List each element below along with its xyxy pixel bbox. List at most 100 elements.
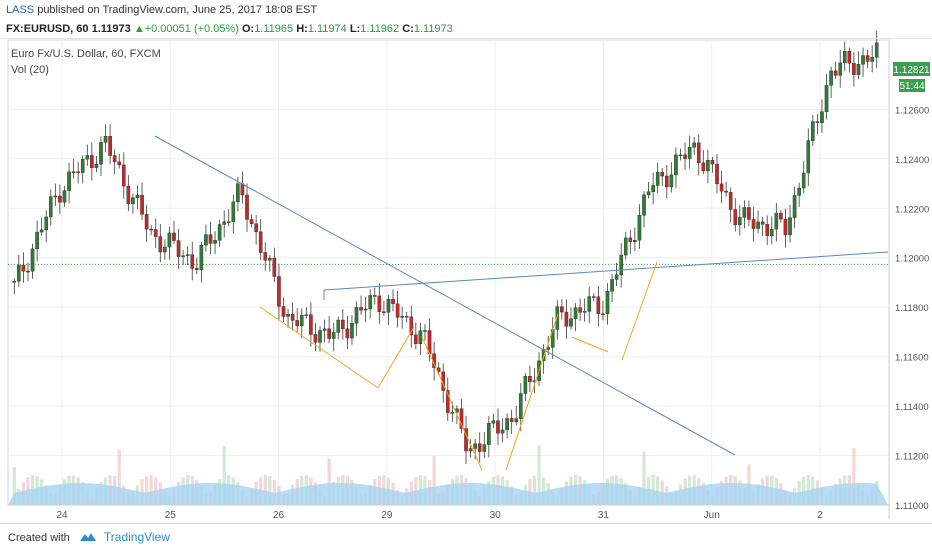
volume-ma-area <box>8 483 888 505</box>
candle-body <box>414 334 418 344</box>
candle-body <box>30 248 35 272</box>
candle-body <box>190 254 195 269</box>
volume-bar <box>642 451 646 505</box>
candle-body <box>870 57 874 62</box>
y-tick-label: 1.11400 <box>895 402 929 413</box>
candle-body <box>573 307 578 319</box>
candle-body <box>39 229 44 233</box>
pattern-leg <box>571 336 609 353</box>
candle-body <box>450 412 455 414</box>
pattern-leg <box>505 313 559 471</box>
symbol-label[interactable]: FX:EURUSD, 60 <box>6 23 89 35</box>
candle-body <box>131 197 135 204</box>
volume-bar <box>268 475 272 505</box>
volume-bar <box>802 476 806 505</box>
candle-body <box>277 276 281 307</box>
candle-body <box>806 140 811 174</box>
ohlc-bar: FX:EURUSD, 60 1.11973 ▲+0.00051 (+0.05%)… <box>0 19 932 39</box>
candle-body <box>861 55 865 65</box>
low-label: L: <box>349 23 361 35</box>
pattern-leg <box>421 336 483 471</box>
candle-body <box>464 428 468 452</box>
candle-body <box>774 212 779 230</box>
volume-bar <box>432 456 436 505</box>
candle-body <box>523 375 528 394</box>
candle-body <box>760 221 765 225</box>
candle-body <box>222 221 226 225</box>
candle-body <box>514 418 519 422</box>
instrument-title[interactable]: Euro Fx/U.S. Dollar, 60, FXCM <box>11 48 161 60</box>
last-price: 1.11973 <box>91 23 131 35</box>
x-tick-label: 24 <box>56 510 68 521</box>
candle-body <box>423 330 427 332</box>
candle-body <box>327 328 331 339</box>
candle-body <box>122 164 126 187</box>
candle-body <box>354 307 359 324</box>
candle-body <box>368 295 373 310</box>
chart-grid <box>7 39 890 506</box>
candle-body <box>404 315 409 318</box>
author-link[interactable]: LASS <box>6 4 35 16</box>
candle-body <box>651 185 655 192</box>
candle-body <box>852 62 856 75</box>
volume-bar <box>537 445 541 505</box>
candle-body <box>350 323 354 339</box>
candle-body <box>240 183 245 196</box>
x-tick-label: 26 <box>273 510 285 521</box>
candle-body <box>318 330 322 343</box>
candle-body <box>12 281 17 283</box>
price-axis: 1.12600 1.12400 1.12200 1.12000 1.11800 1.116… <box>888 40 929 519</box>
created-with-label: Created with <box>8 532 70 544</box>
candle-body <box>601 313 605 315</box>
publish-info: published on TradingView.com, June 25, 2… <box>34 4 318 16</box>
candle-body <box>309 314 313 335</box>
candle-body <box>163 246 167 253</box>
candle-body <box>683 154 687 159</box>
candle-body <box>765 223 769 237</box>
candle-body <box>35 231 39 250</box>
candle-body <box>865 55 870 62</box>
volume-bar <box>852 448 856 505</box>
candle-body <box>687 147 692 159</box>
pattern-leg <box>621 261 658 361</box>
candle-body <box>382 311 386 313</box>
candle-body <box>468 448 473 452</box>
candle-body <box>769 228 774 237</box>
candle-body <box>747 207 751 220</box>
volume-indicator-label[interactable]: Vol (20) <box>11 64 49 76</box>
candle-body <box>487 423 491 445</box>
candle-body <box>518 393 523 419</box>
candle-body <box>665 175 669 188</box>
candle-body <box>140 195 144 215</box>
candle-body <box>528 375 532 383</box>
y-tick-label: 1.11800 <box>895 303 929 314</box>
volume-bar <box>327 458 331 505</box>
candle-body <box>67 171 71 191</box>
candle-body <box>505 418 509 431</box>
timer-badge <box>899 79 925 92</box>
candle-body <box>99 142 103 165</box>
candle-body <box>231 201 236 222</box>
candle-body <box>176 240 181 257</box>
open-label: O: <box>241 23 255 35</box>
y-tick-label: 1.12600 <box>895 105 929 116</box>
candle-body <box>856 64 861 75</box>
high-value: 1.11974 <box>307 23 347 35</box>
volume-bar <box>263 475 267 505</box>
candle-body <box>742 207 747 218</box>
candle-body <box>701 162 706 172</box>
candle-body <box>660 171 665 177</box>
candle-body <box>149 228 153 231</box>
price-badge <box>893 62 930 76</box>
candle-body <box>824 85 829 112</box>
candle-body <box>792 195 797 218</box>
candle-body <box>614 274 619 280</box>
y-tick-label: 1.12200 <box>895 204 929 215</box>
volume-bar <box>272 479 276 505</box>
candle-body <box>842 50 847 64</box>
candle-body <box>496 420 500 434</box>
candles <box>12 30 879 464</box>
candle-body <box>181 255 185 257</box>
tradingview-brand[interactable]: TradingView <box>103 530 170 544</box>
